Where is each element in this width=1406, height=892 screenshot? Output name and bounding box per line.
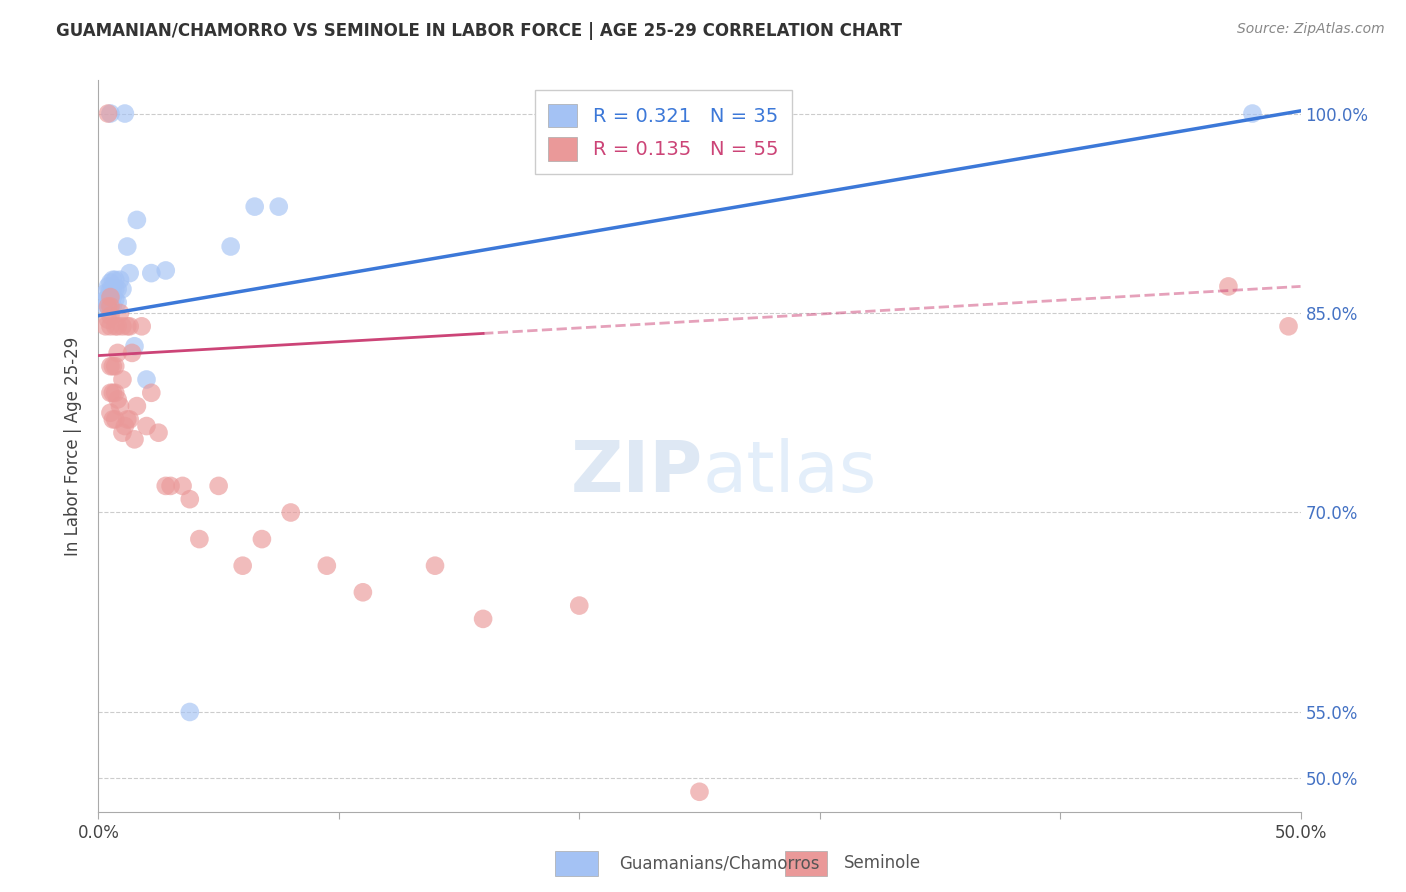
Point <box>107 346 129 360</box>
Point <box>131 319 153 334</box>
Point <box>135 372 157 386</box>
Point <box>107 319 129 334</box>
Point <box>100 282 122 296</box>
Point <box>97 279 120 293</box>
Point <box>104 385 127 400</box>
Point <box>97 106 120 120</box>
Point <box>179 492 201 507</box>
Point <box>232 558 254 573</box>
Point <box>111 425 134 440</box>
Point <box>114 106 136 120</box>
Point <box>107 282 129 296</box>
Point <box>423 558 446 573</box>
Point <box>94 293 117 307</box>
Point <box>104 319 127 334</box>
Point <box>100 406 122 420</box>
Point <box>117 239 139 253</box>
Point <box>118 319 141 334</box>
Point <box>1218 279 1240 293</box>
Point <box>118 412 141 426</box>
Point <box>117 319 139 334</box>
Point <box>101 299 124 313</box>
Point <box>104 293 127 307</box>
Point <box>1241 106 1264 120</box>
Text: atlas: atlas <box>703 438 877 508</box>
Point <box>148 425 170 440</box>
Point <box>97 290 120 304</box>
Point <box>159 479 181 493</box>
Legend: R = 0.321   N = 35, R = 0.135   N = 55: R = 0.321 N = 35, R = 0.135 N = 55 <box>534 90 792 175</box>
Point <box>100 290 122 304</box>
Point <box>111 282 134 296</box>
Point <box>97 299 120 313</box>
Point <box>208 479 231 493</box>
Point <box>155 479 177 493</box>
Point <box>107 295 129 310</box>
Point <box>104 273 127 287</box>
Point <box>104 412 127 426</box>
Point <box>104 359 127 374</box>
Point <box>100 276 122 290</box>
Point <box>1277 319 1299 334</box>
Point <box>188 532 211 546</box>
Point <box>101 273 124 287</box>
Point <box>108 399 131 413</box>
Point <box>108 273 131 287</box>
Point <box>124 433 146 447</box>
Text: Source: ZipAtlas.com: Source: ZipAtlas.com <box>1237 22 1385 37</box>
Point <box>100 385 122 400</box>
Point <box>94 286 117 301</box>
Point <box>250 532 273 546</box>
Point <box>124 339 146 353</box>
Text: Seminole: Seminole <box>844 855 921 872</box>
Point <box>280 506 302 520</box>
Point <box>108 306 131 320</box>
Point <box>104 282 127 296</box>
Point <box>118 266 141 280</box>
Point <box>125 399 148 413</box>
Y-axis label: In Labor Force | Age 25-29: In Labor Force | Age 25-29 <box>65 336 83 556</box>
Point <box>114 419 136 434</box>
Point <box>141 266 163 280</box>
Point <box>568 599 591 613</box>
Point <box>100 359 122 374</box>
Point <box>219 239 242 253</box>
Point <box>100 309 122 323</box>
Point <box>315 558 337 573</box>
Point <box>267 200 290 214</box>
Point <box>111 319 134 334</box>
Point <box>97 312 120 326</box>
Point <box>135 419 157 434</box>
Point <box>243 200 266 214</box>
Point <box>101 412 124 426</box>
Point <box>111 372 134 386</box>
Point <box>121 346 143 360</box>
Point <box>100 299 122 313</box>
Point <box>101 385 124 400</box>
Point <box>352 585 374 599</box>
Text: GUAMANIAN/CHAMORRO VS SEMINOLE IN LABOR FORCE | AGE 25-29 CORRELATION CHART: GUAMANIAN/CHAMORRO VS SEMINOLE IN LABOR … <box>56 22 903 40</box>
Point <box>172 479 194 493</box>
Point <box>117 412 139 426</box>
Point <box>100 319 122 334</box>
Point <box>179 705 201 719</box>
Point <box>689 785 711 799</box>
Point <box>100 290 122 304</box>
Point <box>97 299 120 313</box>
Point <box>125 213 148 227</box>
Point <box>100 299 122 313</box>
Point <box>472 612 495 626</box>
Text: Guamanians/Chamorros: Guamanians/Chamorros <box>619 855 820 872</box>
Point <box>101 282 124 296</box>
Point <box>141 385 163 400</box>
Point <box>101 290 124 304</box>
Point <box>155 263 177 277</box>
Point <box>100 106 122 120</box>
Point <box>94 299 117 313</box>
Point <box>101 359 124 374</box>
Point <box>94 319 117 334</box>
Text: ZIP: ZIP <box>571 438 703 508</box>
Point <box>107 392 129 407</box>
